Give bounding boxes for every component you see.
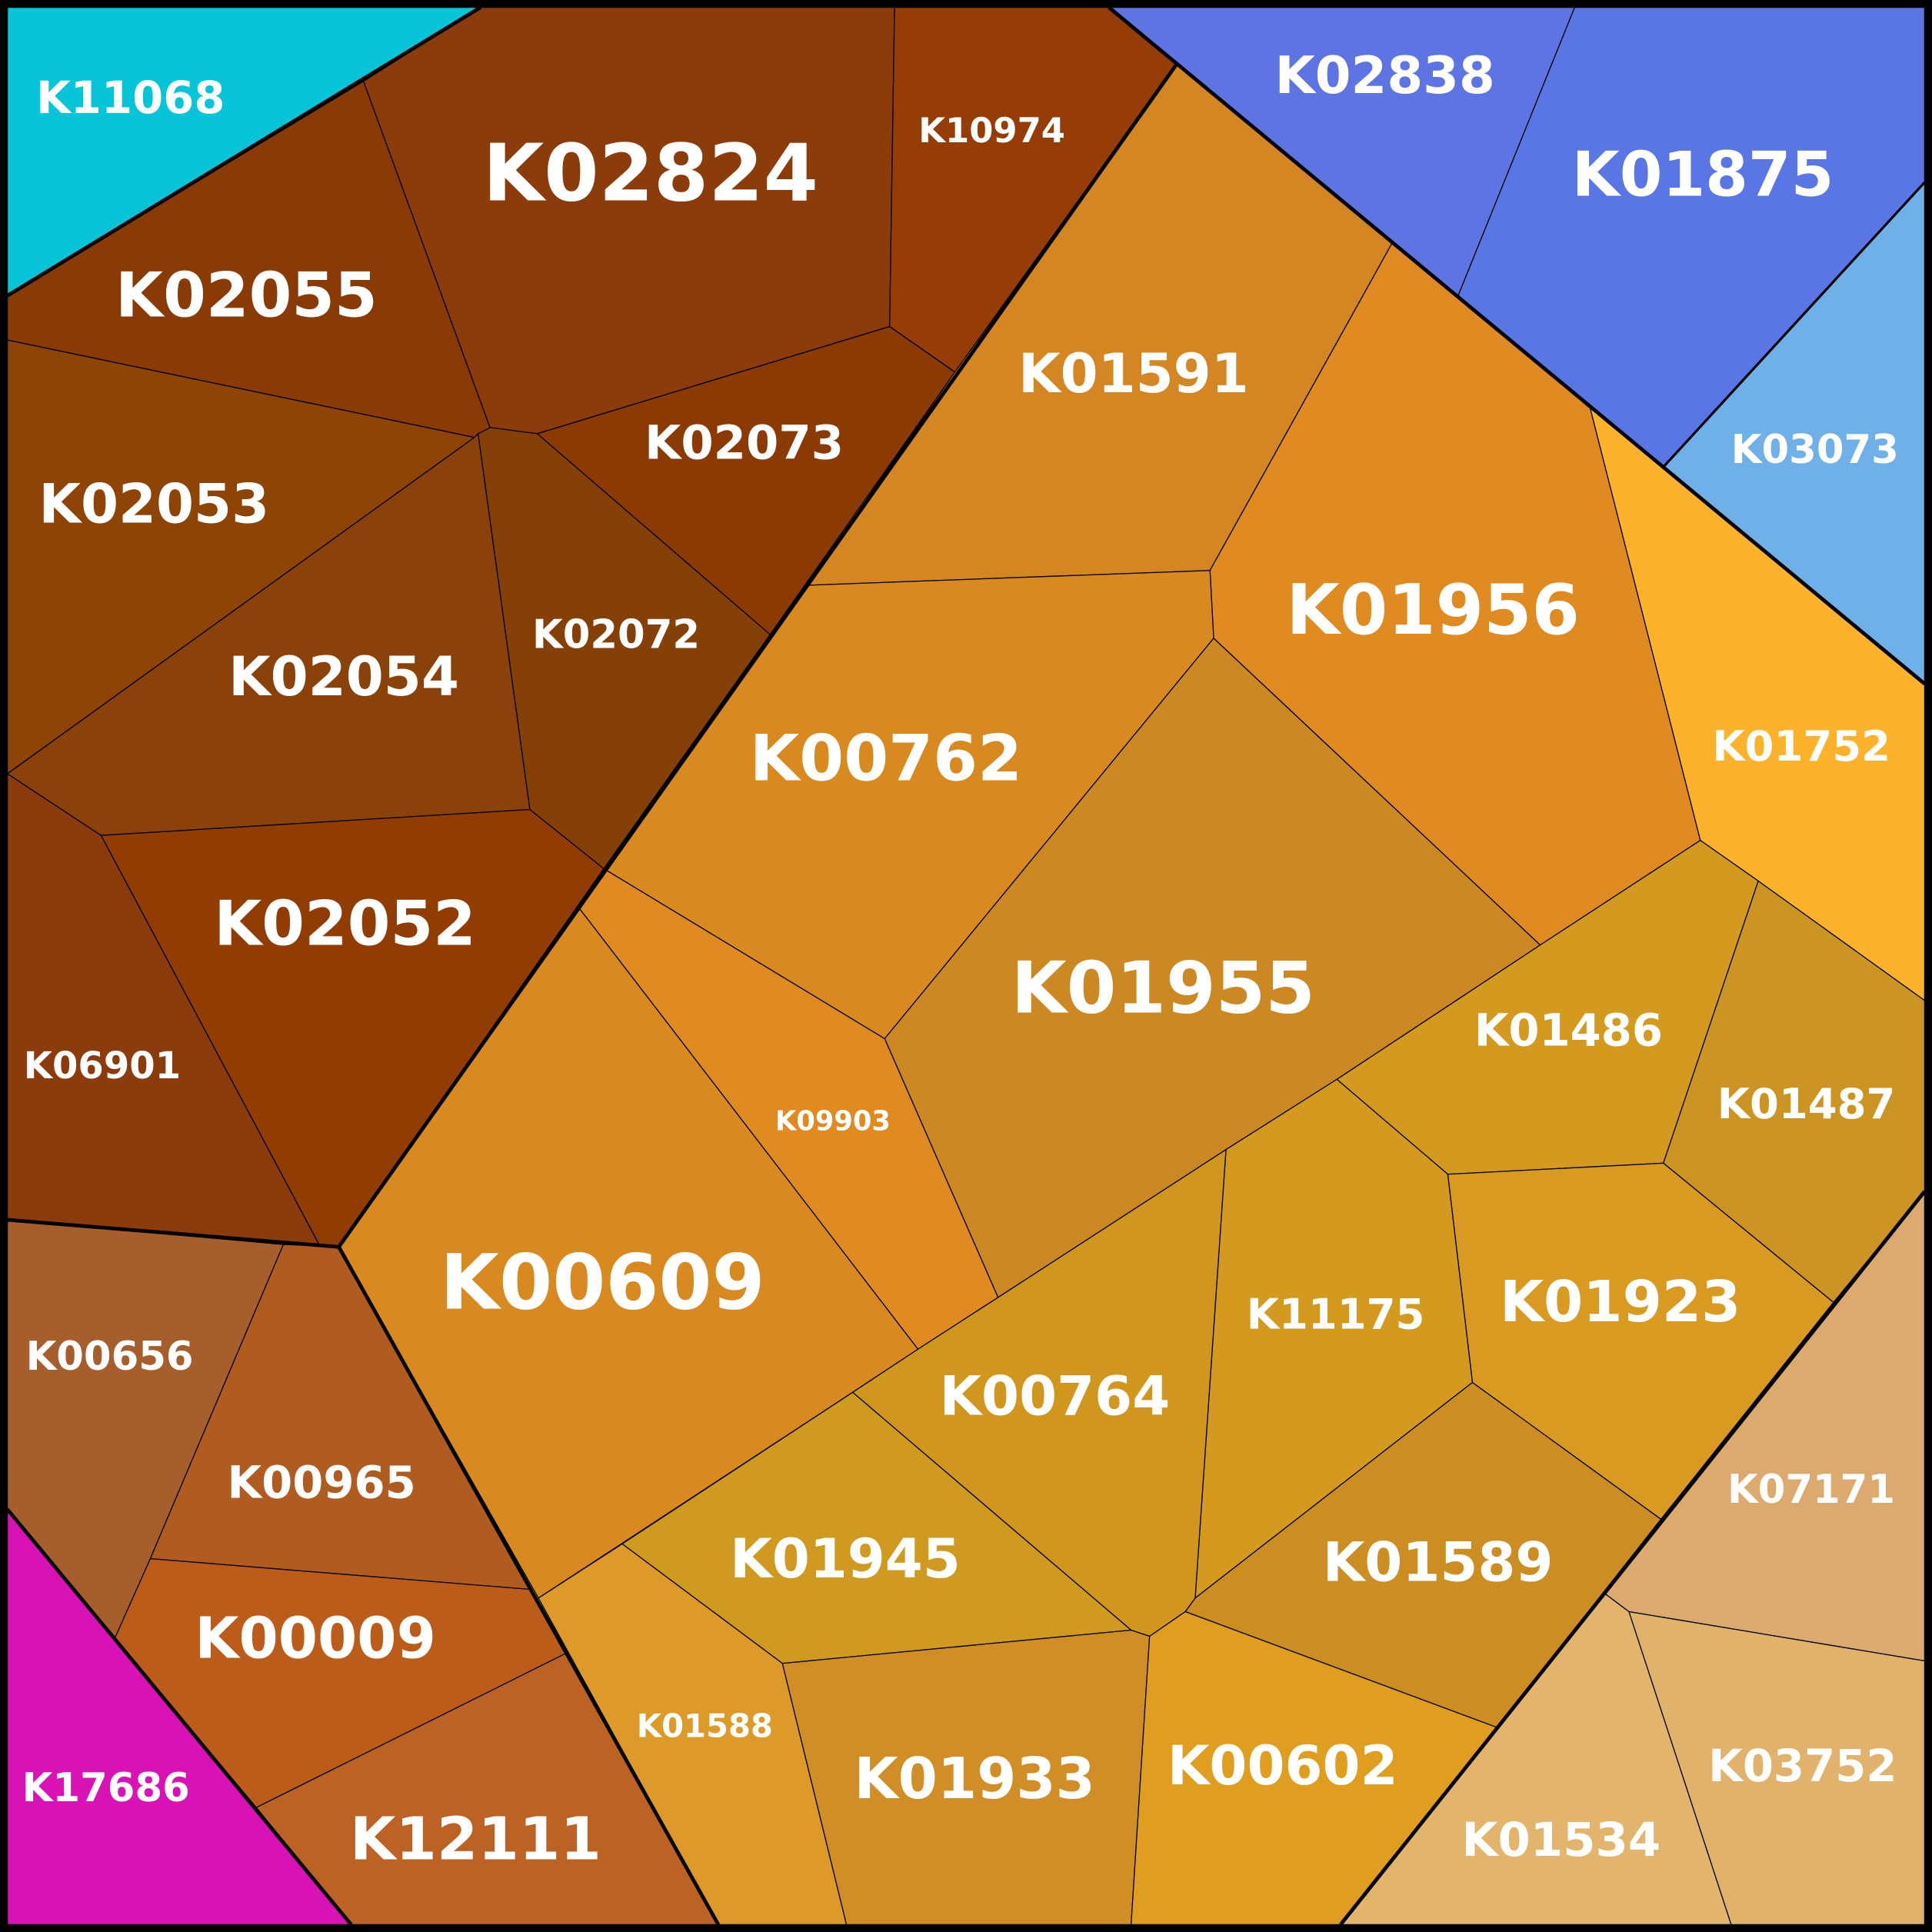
cell-label: K02055 xyxy=(115,259,378,331)
cell-label: K02052 xyxy=(214,888,476,959)
cell-label: K01955 xyxy=(1011,947,1315,1030)
cell-label: K00656 xyxy=(26,1334,194,1380)
cell-label: K00602 xyxy=(1168,1734,1398,1797)
cell-label: K01945 xyxy=(730,1527,961,1591)
group-border xyxy=(1108,5,1926,685)
cell-label: K10974 xyxy=(918,110,1065,151)
group-border xyxy=(1662,182,1926,468)
cell-label: K00965 xyxy=(227,1457,415,1509)
cell-label: K01534 xyxy=(1461,1813,1661,1867)
cell-label: K02824 xyxy=(483,128,818,220)
cell-label: K12111 xyxy=(350,1806,601,1874)
group-border xyxy=(7,1217,721,1926)
cell-label: K06901 xyxy=(24,1044,181,1088)
cell-label: K01752 xyxy=(1712,721,1890,771)
cell-label: K02053 xyxy=(38,473,269,536)
cell-label: K11068 xyxy=(36,72,225,124)
cell-label: K02838 xyxy=(1275,45,1495,105)
cell-label: K02073 xyxy=(645,416,844,471)
cell-label: K11175 xyxy=(1247,1290,1425,1339)
cell-label: K01875 xyxy=(1572,138,1834,210)
cell-label: K02054 xyxy=(228,645,459,708)
cell-label: K01588 xyxy=(637,1707,773,1745)
cell-label: K01589 xyxy=(1323,1531,1554,1594)
group-border xyxy=(5,1507,353,1926)
cell-label: K17686 xyxy=(22,1765,190,1811)
cell-label: K01956 xyxy=(1286,571,1580,651)
group-border xyxy=(337,62,1178,1248)
cell-label: K00609 xyxy=(440,1238,764,1327)
group-border xyxy=(6,5,482,298)
cell-label: K03752 xyxy=(1708,1740,1897,1792)
cell-label: K01923 xyxy=(1500,1270,1740,1335)
cell-label: K01933 xyxy=(854,1747,1094,1812)
cell-label: K07171 xyxy=(1727,1467,1895,1513)
cell-label: K09903 xyxy=(775,1105,891,1137)
cell-label: K01486 xyxy=(1474,1004,1663,1057)
cell-label: K00762 xyxy=(750,721,1022,796)
group-border xyxy=(1339,1190,1927,1926)
labels: K11068 K02824 K10974 K02055 K02073 K02072 K020… xyxy=(22,45,1899,1874)
cell-label: K00009 xyxy=(195,1607,435,1672)
cell-label: K00764 xyxy=(939,1364,1170,1427)
cell-label: K01487 xyxy=(1717,1079,1896,1128)
cell-label: K01591 xyxy=(1018,342,1249,405)
cell-label: K03073 xyxy=(1731,427,1899,473)
cells xyxy=(6,6,1926,1926)
cell-label: K02072 xyxy=(532,611,700,658)
